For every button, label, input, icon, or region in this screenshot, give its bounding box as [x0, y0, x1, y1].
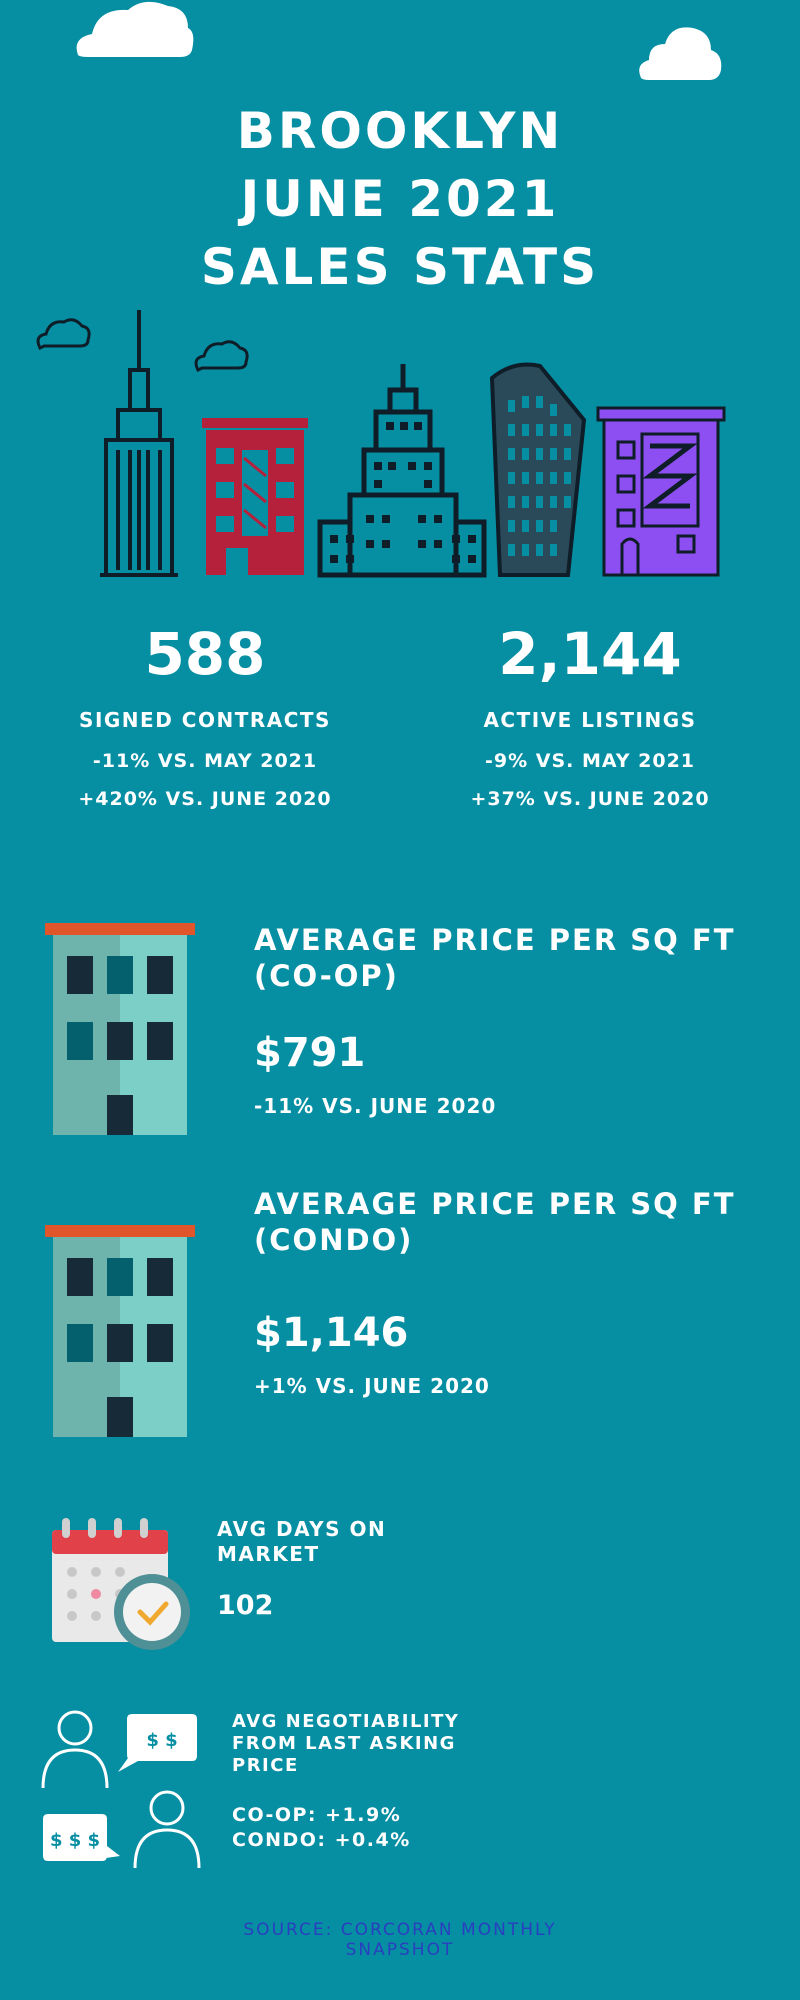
contracts-change-year: +420% VS. JUNE 2020: [78, 788, 332, 810]
negotiability-title: AVG NEGOTIABILITY FROM LAST ASKING PRICE: [232, 1711, 460, 1776]
days-value: 102: [217, 1590, 274, 1621]
building-icon: [45, 923, 195, 1135]
cloud-icon: [639, 27, 722, 80]
source-text: SOURCE: CORCORAN MONTHLY SNAPSHOT: [0, 1920, 800, 1960]
negotiability-condo: CONDO: +0.4%: [232, 1829, 411, 1851]
cloud-icon: [76, 1, 194, 57]
listings-change-month: -9% VS. MAY 2021: [484, 750, 696, 772]
negotiability-coop: CO-OP: +1.9%: [232, 1804, 402, 1826]
condo-change: +1% VS. JUNE 2020: [254, 1374, 490, 1398]
coop-title: AVERAGE PRICE PER SQ FT (CO-OP): [254, 923, 736, 993]
listings-label: ACTIVE LISTINGS: [483, 708, 697, 732]
days-title: AVG DAYS ON MARKET: [217, 1517, 387, 1566]
people-chat-icon: $ $ $ $ $: [41, 1710, 201, 1869]
calendar-clock-icon: [52, 1518, 190, 1650]
source-label: SOURCE: CORCORAN MONTHLY SNAPSHOT: [243, 1920, 557, 1960]
coop-change: -11% VS. JUNE 2020: [254, 1094, 497, 1118]
building-icon: [45, 1225, 195, 1437]
skyline-illustration: [36, 310, 726, 578]
bubble-bottom-text: $ $ $: [50, 1830, 100, 1851]
listings-change-year: +37% VS. JUNE 2020: [470, 788, 710, 810]
title-line-3: SALES STATS: [200, 238, 600, 296]
contracts-label: SIGNED CONTRACTS: [79, 708, 331, 732]
contracts-value: 588: [144, 620, 266, 688]
condo-title: AVERAGE PRICE PER SQ FT (CONDO): [254, 1187, 736, 1257]
title-line-1: BROOKLYN: [236, 102, 564, 160]
title-line-2: JUNE 2021: [240, 170, 560, 228]
listings-value: 2,144: [498, 620, 682, 688]
contracts-change-month: -11% VS. MAY 2021: [92, 750, 318, 772]
condo-value: $1,146: [254, 1310, 409, 1356]
bubble-top-text: $ $: [146, 1730, 177, 1751]
coop-value: $791: [254, 1030, 366, 1076]
